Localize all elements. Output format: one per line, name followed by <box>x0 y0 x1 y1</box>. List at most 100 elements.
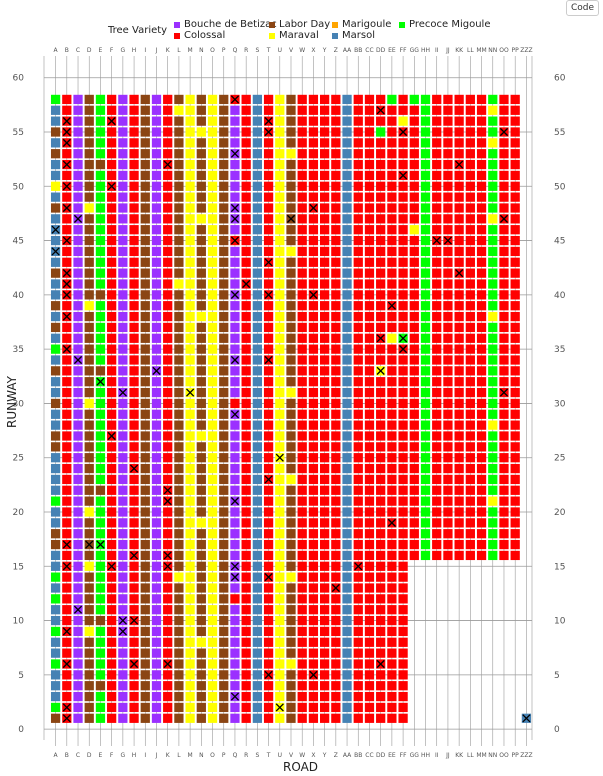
tree-cell <box>331 463 341 474</box>
tree-cell <box>230 279 240 289</box>
tree-cell <box>319 594 330 604</box>
tree-cell <box>499 529 509 539</box>
tree-cell <box>84 572 94 582</box>
tree-cell <box>62 322 72 333</box>
tree-cell <box>50 203 61 213</box>
x-tick-label-bottom: FF <box>400 752 407 759</box>
dead-marker-stroke <box>107 431 116 441</box>
tree-cell <box>319 181 330 191</box>
tree-cell <box>207 235 218 246</box>
tree-cell <box>499 333 509 343</box>
tree-cell <box>398 257 408 267</box>
tree-cell <box>230 138 240 148</box>
tree-cell <box>241 290 251 300</box>
tree-cell <box>319 301 330 311</box>
tree-cell <box>420 431 431 441</box>
tree-cell <box>95 138 106 148</box>
tree-cell <box>443 398 453 409</box>
dead-tree-marker <box>62 703 71 712</box>
tree-cell <box>129 279 139 289</box>
tree-cell <box>252 235 263 246</box>
tree-cell <box>387 377 397 387</box>
tree-cell <box>376 496 386 506</box>
tree-cell <box>286 366 296 376</box>
tree-cell <box>196 268 206 278</box>
tree-cell <box>387 681 397 691</box>
tree-cell <box>219 192 229 202</box>
tree-cell <box>84 398 94 409</box>
tree-cell <box>398 192 408 202</box>
tree-cell <box>387 192 397 202</box>
tree-cell <box>107 637 117 647</box>
tree-cell <box>275 463 285 474</box>
tree-cell <box>151 474 162 485</box>
tree-cell <box>342 637 352 647</box>
tree-cell <box>342 615 352 626</box>
tree-cell <box>84 94 94 105</box>
tree-cell <box>398 474 408 485</box>
tree-cell <box>107 159 117 170</box>
x-tick-label-bottom: ZZZ <box>520 752 532 759</box>
tree-cell <box>107 713 117 723</box>
tree-cell <box>241 409 251 419</box>
tree-cell <box>353 94 363 105</box>
tree-cell <box>275 507 285 517</box>
dead-marker-stroke <box>499 214 509 223</box>
tree-cell <box>499 507 509 517</box>
dead-marker-stroke <box>96 377 105 386</box>
tree-cell <box>510 377 520 387</box>
tree-cell <box>185 322 195 333</box>
tree-cell <box>308 474 319 485</box>
tree-cell <box>308 170 319 181</box>
tree-cell <box>342 550 352 561</box>
legend-swatch <box>332 33 338 39</box>
tree-cell <box>319 311 330 322</box>
x-tick-label-bottom: E <box>99 752 103 759</box>
tree-cell <box>129 637 139 647</box>
tree-cell <box>353 105 363 115</box>
tree-cell <box>342 626 352 637</box>
x-tick-label-top: BB <box>354 47 362 54</box>
code-button[interactable]: Code <box>566 0 599 16</box>
tree-cell <box>297 409 307 419</box>
tree-cell <box>364 420 375 430</box>
tree-cell <box>207 681 218 691</box>
x-tick-label-bottom: B <box>65 752 69 759</box>
tree-cell <box>151 301 162 311</box>
dead-marker-stroke <box>309 203 318 213</box>
tree-cell <box>163 670 173 680</box>
tree-cell <box>50 518 61 528</box>
tree-cell <box>118 116 128 126</box>
tree-cell <box>499 181 509 191</box>
tree-cell <box>107 442 117 452</box>
tree-cell <box>488 181 498 191</box>
tree-cell <box>230 485 240 495</box>
tree-cell <box>432 550 442 561</box>
tree-cell <box>376 507 386 517</box>
tree-cell <box>353 149 363 159</box>
tree-cell <box>207 615 218 626</box>
tree-cell <box>286 159 296 170</box>
tree-cell <box>129 626 139 637</box>
tree-cell <box>263 713 274 723</box>
tree-cell <box>207 583 218 593</box>
tree-cell <box>174 583 184 593</box>
tree-cell <box>308 550 319 561</box>
x-tick-label-bottom: N <box>199 752 204 759</box>
tree-cell <box>50 702 61 713</box>
x-tick-label-bottom: Z <box>334 752 338 759</box>
tree-cell <box>95 94 106 105</box>
tree-cell <box>95 159 106 170</box>
tree-cell <box>420 225 431 235</box>
tree-cell <box>398 442 408 452</box>
tree-cell <box>163 702 173 713</box>
tree-cell <box>196 615 206 626</box>
tree-cell <box>207 333 218 343</box>
tree-cell <box>420 94 431 105</box>
tree-cell <box>174 398 184 409</box>
tree-cell <box>499 268 509 278</box>
tree-cell <box>219 702 229 713</box>
x-tick-label-bottom: J <box>155 752 158 759</box>
tree-cell <box>297 214 307 224</box>
tree-cell <box>107 387 117 398</box>
